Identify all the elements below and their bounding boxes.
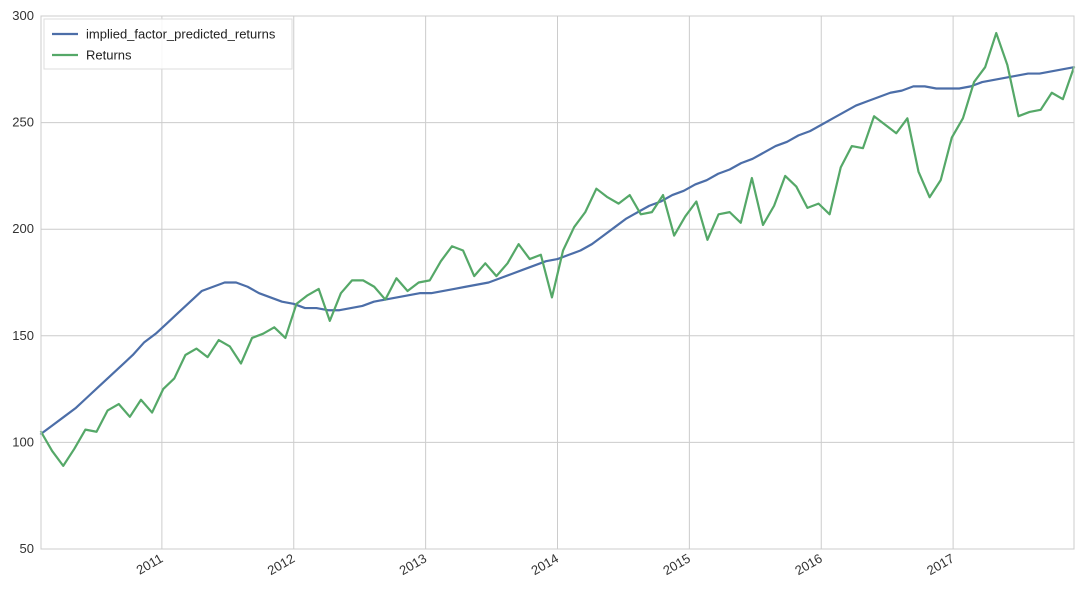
x-tick-label: 2015 bbox=[660, 551, 693, 578]
legend-label: implied_factor_predicted_returns bbox=[86, 27, 276, 42]
series-line-returns bbox=[39, 31, 1076, 467]
y-tick-label: 200 bbox=[12, 221, 34, 236]
y-tick-label: 300 bbox=[12, 8, 34, 23]
series-line-implied-factor-predicted-returns bbox=[39, 66, 1076, 435]
y-axis: 50 100 150 200 250 300 bbox=[12, 8, 34, 556]
x-tick-label: 2013 bbox=[397, 551, 430, 578]
x-tick-label: 2014 bbox=[528, 551, 561, 578]
plot-frame bbox=[40, 15, 1075, 550]
x-tick-label: 2017 bbox=[924, 551, 957, 578]
legend: implied_factor_predicted_returns Returns bbox=[43, 18, 293, 70]
legend-label: Returns bbox=[86, 48, 132, 63]
y-tick-label: 50 bbox=[20, 541, 34, 556]
y-tick-label: 250 bbox=[12, 115, 34, 130]
grid-lines bbox=[41, 15, 1074, 550]
x-tick-label: 2011 bbox=[134, 551, 166, 578]
series-group bbox=[39, 31, 1076, 467]
x-tick-label: 2016 bbox=[792, 551, 825, 578]
x-axis: 2011 2012 2013 2014 2015 2016 2017 bbox=[134, 551, 957, 578]
legend-box bbox=[43, 18, 293, 70]
y-tick-label: 150 bbox=[12, 328, 34, 343]
y-tick-label: 100 bbox=[12, 434, 34, 449]
x-tick-label: 2012 bbox=[265, 551, 298, 578]
